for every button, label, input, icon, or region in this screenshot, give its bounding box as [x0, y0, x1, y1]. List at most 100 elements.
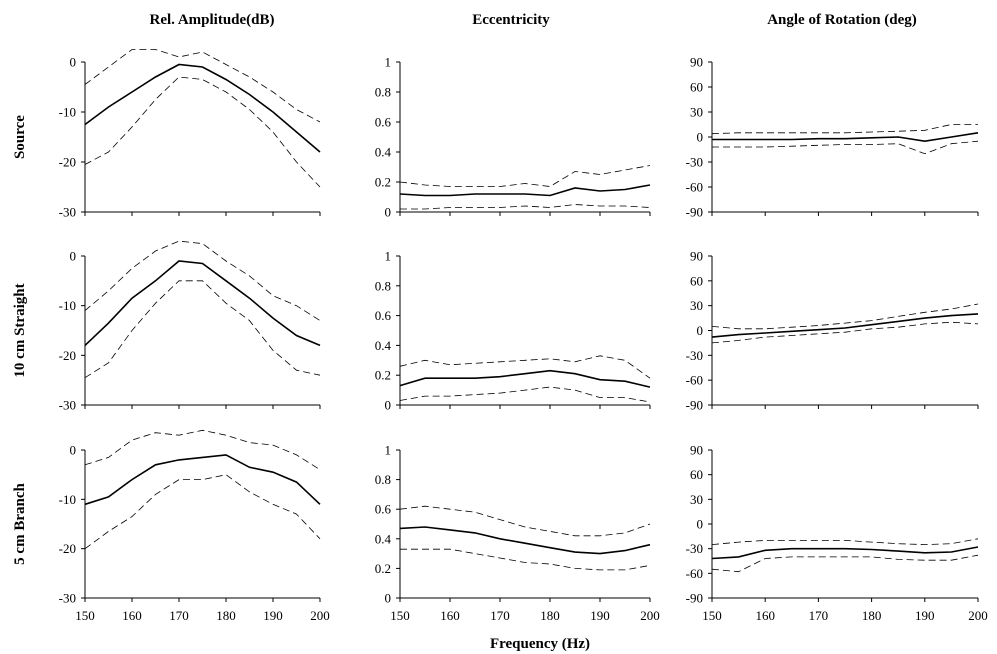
- y-tick-label: 60: [690, 80, 703, 95]
- y-tick-label: -10: [59, 492, 76, 507]
- y-tick-label: 90: [690, 443, 703, 458]
- x-tick-label: 150: [390, 608, 410, 623]
- y-tick-label: -30: [686, 348, 703, 363]
- y-tick-label: -10: [59, 105, 76, 120]
- y-tick-label: 60: [690, 467, 703, 482]
- x-tick-label: 170: [809, 608, 829, 623]
- y-tick-label: 0.8: [375, 278, 391, 293]
- lower-bound-series: [399, 386, 651, 403]
- column-title: Eccentricity: [472, 12, 550, 28]
- row-title: Source: [12, 115, 28, 159]
- lower-bound-series: [711, 554, 979, 573]
- y-tick-label: 0.4: [375, 145, 392, 160]
- y-tick-label: 0: [697, 130, 704, 145]
- y-tick-label: 0: [697, 323, 704, 338]
- y-tick-label: -90: [686, 591, 703, 606]
- y-tick-label: 0.2: [375, 561, 391, 576]
- mean-series: [712, 132, 979, 143]
- y-tick-label: 90: [690, 249, 703, 264]
- y-tick-label: -60: [686, 180, 703, 195]
- y-tick-label: 0: [385, 398, 392, 413]
- x-tick-label: 180: [862, 608, 882, 623]
- lower-bound-series: [711, 321, 979, 344]
- upper-bound-series: [84, 49, 321, 123]
- y-tick-label: -60: [686, 373, 703, 388]
- panel-0-2: 90 60 30 0 -30 -60 -90: [686, 55, 979, 220]
- y-tick-label: -30: [59, 205, 76, 220]
- y-tick-label: 0.4: [375, 531, 392, 546]
- panel-1-1: 1 0.8 0.6 0.4 0.2 0: [375, 249, 651, 413]
- y-tick-label: 0: [385, 591, 392, 606]
- lower-bound-series: [84, 76, 321, 188]
- mean-series: [399, 526, 651, 555]
- y-tick-label: 1: [385, 443, 392, 458]
- mean-series: [711, 313, 979, 338]
- y-tick-label: 30: [690, 105, 703, 120]
- x-tick-label: 180: [216, 608, 236, 623]
- panel-1-2: 90 60 30 0 -30 -60 -90: [686, 249, 979, 413]
- x-tick-label: 160: [122, 608, 142, 623]
- x-tick-label: 190: [590, 608, 610, 623]
- x-tick-label: 200: [640, 608, 660, 623]
- upper-bound-series: [711, 303, 979, 330]
- upper-bound-series: [84, 240, 321, 321]
- x-tick-label: 160: [440, 608, 460, 623]
- x-tick-label: 170: [169, 608, 189, 623]
- panel-2-2: 90 60 30 0 -30 -60 -90 150 160 170 180 190 200: [686, 443, 988, 624]
- y-tick-label: 0.2: [375, 368, 391, 383]
- mean-series: [84, 454, 321, 506]
- panel-2-0: 0 -10 -20 -30 150 160 170 180 190 200: [59, 429, 330, 623]
- y-tick-label: 0.2: [375, 175, 391, 190]
- x-tick-label: 160: [755, 608, 775, 623]
- y-tick-label: 0.4: [375, 338, 392, 353]
- x-tick-label: 190: [263, 608, 283, 623]
- upper-bound-series: [399, 355, 651, 379]
- lower-bound-series: [84, 474, 321, 550]
- mean-series: [84, 63, 321, 153]
- upper-bound-series: [84, 429, 321, 471]
- x-tick-label: 150: [75, 608, 95, 623]
- x-axis-label: Frequency (Hz): [490, 636, 590, 652]
- upper-bound-series: [399, 505, 651, 537]
- column-title: Angle of Rotation (deg): [767, 12, 917, 28]
- upper-bound-series: [711, 124, 978, 135]
- y-tick-label: 0: [70, 443, 77, 458]
- y-tick-label: 0.8: [375, 85, 391, 100]
- y-tick-label: -90: [686, 205, 703, 220]
- lower-bound-series: [400, 204, 651, 210]
- y-tick-label: -30: [686, 541, 703, 556]
- y-tick-label: 0: [70, 55, 77, 70]
- column-title: Rel. Amplitude(dB): [149, 12, 274, 28]
- y-tick-label: 0: [70, 249, 77, 264]
- y-tick-label: -20: [59, 541, 76, 556]
- row-title: 10 cm Straight: [12, 283, 28, 377]
- x-tick-label: 170: [490, 608, 510, 623]
- panel-0-0: 0 -10 -20 -30: [59, 49, 321, 220]
- mean-series: [711, 546, 979, 560]
- x-tick-label: 200: [968, 608, 988, 623]
- y-tick-label: -90: [686, 398, 703, 413]
- y-tick-label: 0.8: [375, 472, 391, 487]
- y-tick-label: 1: [385, 249, 392, 264]
- y-tick-label: -30: [59, 591, 76, 606]
- y-tick-label: -60: [686, 566, 703, 581]
- y-tick-label: 0.6: [375, 115, 392, 130]
- lower-bound-series: [84, 280, 321, 379]
- y-tick-label: 0: [697, 517, 704, 532]
- panel-1-0: 0 -10 -20 -30: [59, 240, 321, 413]
- y-tick-label: 0: [385, 205, 392, 220]
- lower-bound-series: [712, 140, 979, 155]
- y-tick-label: -20: [59, 155, 76, 170]
- panel-0-1: 1 0.8 0.6 0.4 0.2 0: [375, 55, 651, 220]
- upper-bound-series: [711, 538, 979, 546]
- y-tick-label: -10: [59, 298, 76, 313]
- y-tick-label: 30: [690, 492, 703, 507]
- y-tick-label: 30: [690, 298, 703, 313]
- lower-bound-series: [400, 548, 651, 571]
- y-tick-label: 0.6: [375, 308, 392, 323]
- mean-series: [399, 184, 651, 197]
- mean-series: [399, 369, 651, 388]
- x-tick-label: 200: [310, 608, 330, 623]
- mean-series: [84, 260, 321, 347]
